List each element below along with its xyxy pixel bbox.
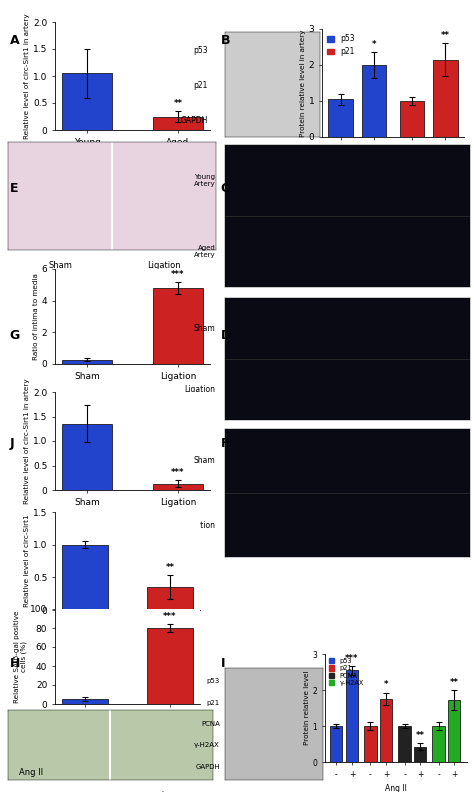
Y-axis label: Relative level of circ-Sirt1: Relative level of circ-Sirt1 (24, 515, 30, 607)
Legend: p53, p21, PCNA, γ-H2AX: p53, p21, PCNA, γ-H2AX (328, 657, 365, 687)
Text: Sham: Sham (193, 324, 215, 333)
Text: Ang II: Ang II (19, 767, 43, 777)
Text: **: ** (173, 99, 182, 108)
Text: p21: p21 (193, 81, 208, 90)
Text: Aged: Aged (286, 147, 306, 157)
Text: **: ** (441, 31, 450, 40)
Legend: p53, p21: p53, p21 (326, 32, 356, 58)
Text: C: C (220, 181, 229, 195)
Bar (380, 699, 392, 762)
Text: -: - (57, 790, 61, 792)
Bar (365, 726, 376, 762)
Text: **: ** (165, 563, 174, 573)
Bar (432, 726, 445, 762)
Bar (62, 699, 109, 704)
Y-axis label: Protein relative level in artery: Protein relative level in artery (300, 29, 306, 137)
Bar (433, 59, 457, 137)
Text: **: ** (450, 678, 459, 687)
Text: +: + (158, 790, 166, 792)
Text: Aged
Artery: Aged Artery (193, 245, 215, 258)
Text: GAPDH: GAPDH (195, 763, 220, 770)
Text: Sham: Sham (48, 261, 72, 270)
Y-axis label: Ratio of intima to media: Ratio of intima to media (33, 273, 39, 360)
Text: p53: p53 (207, 679, 220, 684)
Text: J: J (9, 437, 14, 451)
Text: p21: p21 (207, 699, 220, 706)
Text: H: H (9, 657, 20, 670)
Y-axis label: Relative SA-β-gal positive
cells (%): Relative SA-β-gal positive cells (%) (14, 611, 27, 703)
Text: *: * (384, 680, 388, 689)
Text: *: * (372, 40, 376, 49)
Text: ***: *** (163, 612, 177, 621)
Bar (399, 726, 410, 762)
Bar (62, 360, 112, 364)
Text: F: F (220, 437, 229, 451)
Bar (146, 628, 193, 704)
Text: I: I (220, 657, 225, 670)
Bar (153, 288, 203, 364)
Y-axis label: Relative level of circ-Sirt1 in artery: Relative level of circ-Sirt1 in artery (24, 379, 30, 504)
Text: -: - (248, 791, 251, 792)
Text: G: G (9, 329, 20, 342)
Text: Young: Young (237, 147, 260, 157)
X-axis label: Ang II: Ang II (115, 632, 140, 642)
Bar (62, 74, 112, 130)
Bar (146, 587, 193, 610)
Text: ***: *** (345, 653, 359, 663)
Text: E: E (9, 181, 18, 195)
Text: A: A (9, 34, 19, 48)
Bar (62, 424, 112, 490)
Bar (448, 700, 460, 762)
Text: PCNA: PCNA (201, 721, 220, 727)
Bar (153, 484, 203, 490)
X-axis label: Ang II: Ang II (115, 726, 140, 735)
Text: Sham: Sham (193, 456, 215, 466)
Text: **: ** (416, 731, 425, 740)
Text: ***: *** (171, 270, 185, 279)
Bar (414, 747, 426, 762)
Bar (328, 99, 353, 137)
Text: Ligation: Ligation (184, 385, 215, 394)
Text: ***: *** (171, 468, 185, 478)
Text: γ-H2AX: γ-H2AX (194, 742, 220, 748)
Text: GAPDH: GAPDH (181, 116, 208, 124)
Text: D: D (220, 329, 231, 342)
Text: B: B (220, 34, 230, 48)
Y-axis label: Relative level of circ-Sirt1 in artery: Relative level of circ-Sirt1 in artery (24, 13, 30, 139)
Bar (400, 101, 424, 137)
Text: Ligation: Ligation (184, 520, 215, 530)
X-axis label: Ang II: Ang II (385, 784, 407, 792)
Bar (330, 726, 343, 762)
Text: Ligation: Ligation (147, 261, 181, 270)
Text: Young
Artery: Young Artery (193, 174, 215, 187)
Bar (62, 545, 109, 610)
Y-axis label: Protein relative level: Protein relative level (304, 671, 310, 745)
Text: p53: p53 (193, 47, 208, 55)
Bar (362, 65, 386, 137)
Text: +: + (295, 791, 302, 792)
Bar (346, 670, 358, 762)
Bar (153, 116, 203, 130)
